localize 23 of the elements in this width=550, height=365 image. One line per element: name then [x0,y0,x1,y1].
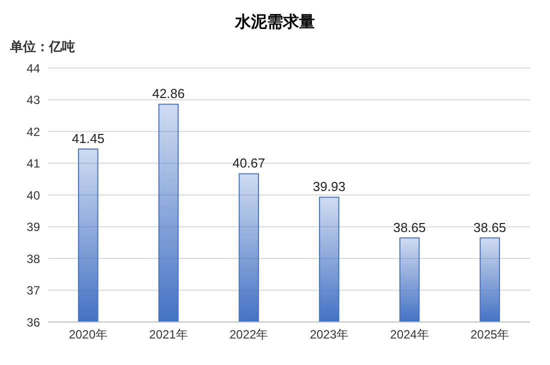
data-label: 41.45 [72,130,104,146]
data-label: 42.86 [152,86,185,102]
y-tick-label: 42 [26,124,40,139]
x-tick-label: 2022年 [229,328,268,342]
chart-title: 水泥需求量 [234,11,316,33]
y-axis-title: 单位：亿吨 [9,38,76,56]
y-tick-label: 39 [26,220,40,234]
y-tick-label: 43 [26,93,40,108]
x-tick-label: 2020年 [68,328,108,342]
data-label: 39.93 [312,179,346,194]
x-tick-label: 2023年 [310,328,349,342]
y-tick-label: 38 [26,252,40,266]
data-label: 38.65 [474,220,506,235]
y-tick-label: 36 [26,315,40,330]
data-label: 40.67 [232,156,266,171]
y-tick-label: 40 [26,188,40,202]
x-tick-label: 2024年 [390,328,429,342]
x-tick-label: 2021年 [149,328,188,342]
y-tick-label: 41 [26,156,40,171]
y-tick-label: 37 [26,284,40,298]
x-tick-label: 2025年 [470,328,510,342]
y-tick-label: 44 [26,61,40,76]
data-label: 38.65 [393,220,426,235]
